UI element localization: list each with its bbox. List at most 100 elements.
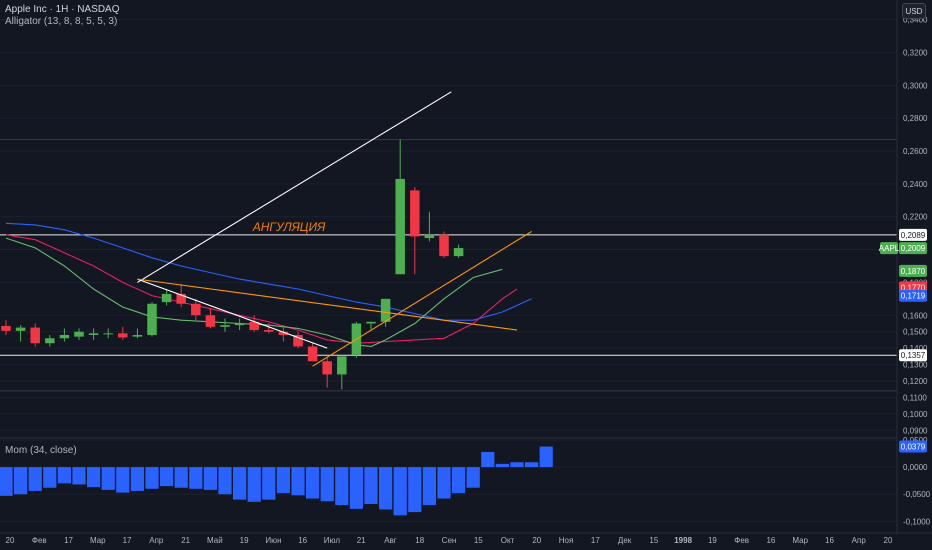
price-tick-label: 0,2400 bbox=[903, 180, 928, 189]
candle-body bbox=[118, 333, 128, 338]
price-tick-label: 0,1300 bbox=[903, 361, 928, 370]
mom-bar bbox=[393, 467, 407, 516]
time-tick-label: 20 bbox=[532, 536, 541, 545]
mom-bar bbox=[101, 467, 115, 490]
mom-bar bbox=[130, 467, 144, 491]
mom-bar bbox=[87, 467, 101, 488]
candle-body bbox=[191, 303, 201, 316]
mom-badge bbox=[899, 440, 927, 453]
mom-bar bbox=[466, 467, 480, 488]
mom-tick-label: 0,0000 bbox=[903, 463, 928, 472]
time-tick-label: Апр bbox=[852, 536, 867, 545]
momentum-bars bbox=[0, 439, 897, 522]
candle-body bbox=[424, 234, 435, 239]
mom-bar bbox=[408, 467, 422, 513]
price-tick-label: 0,2800 bbox=[903, 114, 928, 123]
time-tick-label: 20 bbox=[884, 536, 893, 545]
candle-body bbox=[293, 334, 303, 347]
time-tick-label: Мар bbox=[792, 536, 808, 545]
price-tick-label: 0,1600 bbox=[903, 311, 928, 320]
mom-bar bbox=[379, 467, 393, 510]
mom-bar bbox=[160, 467, 174, 487]
mom-bar bbox=[525, 462, 539, 468]
time-tick-label: 16 bbox=[298, 536, 307, 545]
price-tick-label: 0,2200 bbox=[903, 213, 928, 222]
candle-body bbox=[453, 248, 464, 257]
price-tick-label: 0,1000 bbox=[903, 410, 928, 419]
candle-body bbox=[176, 293, 186, 304]
candle-body bbox=[132, 334, 143, 337]
candle-body bbox=[74, 331, 84, 337]
mom-legend[interactable]: Mom (34, close) bbox=[5, 445, 77, 456]
alligator-legend[interactable]: Alligator (13, 8, 8, 5, 5, 3) bbox=[5, 16, 118, 27]
mom-bar bbox=[233, 467, 247, 500]
trend-line bbox=[137, 278, 328, 349]
time-tick-label: 18 bbox=[415, 536, 424, 545]
mom-bar bbox=[174, 467, 188, 488]
mom-bar bbox=[539, 446, 553, 468]
candle-body bbox=[220, 325, 230, 327]
mom-bar bbox=[72, 467, 86, 485]
mom-bar bbox=[116, 467, 130, 493]
time-tick-label: Ноя bbox=[559, 536, 574, 545]
price-tick-label: 0,1400 bbox=[903, 344, 928, 353]
time-tick-label: 19 bbox=[708, 536, 717, 545]
mom-tick-label: -0,1000 bbox=[903, 517, 931, 526]
candle-body bbox=[45, 338, 55, 344]
time-tick-label: 16 bbox=[766, 536, 775, 545]
price-badge-label: 0,2089 bbox=[901, 231, 926, 240]
symbol-legend[interactable]: Apple Inc · 1H · NASDAQ bbox=[5, 4, 120, 15]
candle-body bbox=[278, 331, 289, 335]
candle-body bbox=[161, 293, 172, 303]
candle-body bbox=[264, 330, 274, 332]
mom-bar bbox=[14, 467, 28, 495]
trend-lines[interactable] bbox=[137, 91, 532, 367]
price-badge-label: 0,1719 bbox=[901, 292, 926, 301]
time-tick-label: Дек bbox=[618, 536, 632, 545]
price-badge-label: 0,1357 bbox=[901, 351, 926, 360]
time-axis[interactable]: 20 Фев 17 Мар 17 Апр 21 Май 19 Июн 16 Июл 21 Авг 18 Сен… bbox=[6, 536, 893, 545]
ticker-badge bbox=[880, 242, 898, 255]
time-tick-label: Мар bbox=[90, 536, 106, 545]
candle-body bbox=[59, 334, 70, 339]
mom-bar bbox=[189, 467, 203, 489]
alligator-teeth-line bbox=[5, 234, 518, 344]
candle-body bbox=[147, 303, 157, 335]
mom-bar bbox=[247, 467, 261, 502]
mom-bar bbox=[262, 467, 276, 500]
price-badge bbox=[899, 349, 927, 362]
time-tick-label: 15 bbox=[474, 536, 483, 545]
candle-body bbox=[205, 315, 216, 327]
mom-bar bbox=[0, 467, 13, 496]
trend-line bbox=[137, 278, 518, 331]
price-tick-label: 0,3000 bbox=[903, 81, 928, 90]
angulation-annotation: АНГУЛЯЦИЯ bbox=[252, 220, 326, 234]
price-tick-label: 0,1100 bbox=[903, 393, 927, 402]
currency-button[interactable]: USD bbox=[902, 3, 926, 19]
mom-badge-label: 0,0379 bbox=[901, 443, 926, 452]
mom-tick-label: -0,0500 bbox=[903, 490, 931, 499]
mom-bar bbox=[364, 467, 378, 504]
price-tick-label: 0,2600 bbox=[903, 147, 928, 156]
price-tick-label: 0,3200 bbox=[903, 48, 928, 57]
mom-bar bbox=[349, 467, 363, 509]
grid bbox=[0, 19, 897, 431]
mom-bar bbox=[28, 467, 42, 491]
time-tick-label: 19 bbox=[240, 536, 249, 545]
price-tick-label: 0,0900 bbox=[903, 426, 928, 435]
mom-bar bbox=[481, 451, 495, 468]
candle-body bbox=[439, 234, 449, 257]
price-badge bbox=[899, 289, 927, 302]
time-tick-label: Июн bbox=[265, 536, 281, 545]
trend-line bbox=[312, 231, 532, 367]
price-badge-label: 0,1770 bbox=[901, 283, 926, 292]
time-tick-label: Фев bbox=[32, 536, 47, 545]
mom-bar bbox=[335, 467, 349, 506]
candle-body bbox=[234, 323, 245, 326]
candle-body bbox=[380, 298, 391, 322]
trend-line bbox=[137, 91, 452, 283]
candle-body bbox=[1, 325, 11, 331]
price-badge-label: 0,2009 bbox=[901, 244, 926, 253]
